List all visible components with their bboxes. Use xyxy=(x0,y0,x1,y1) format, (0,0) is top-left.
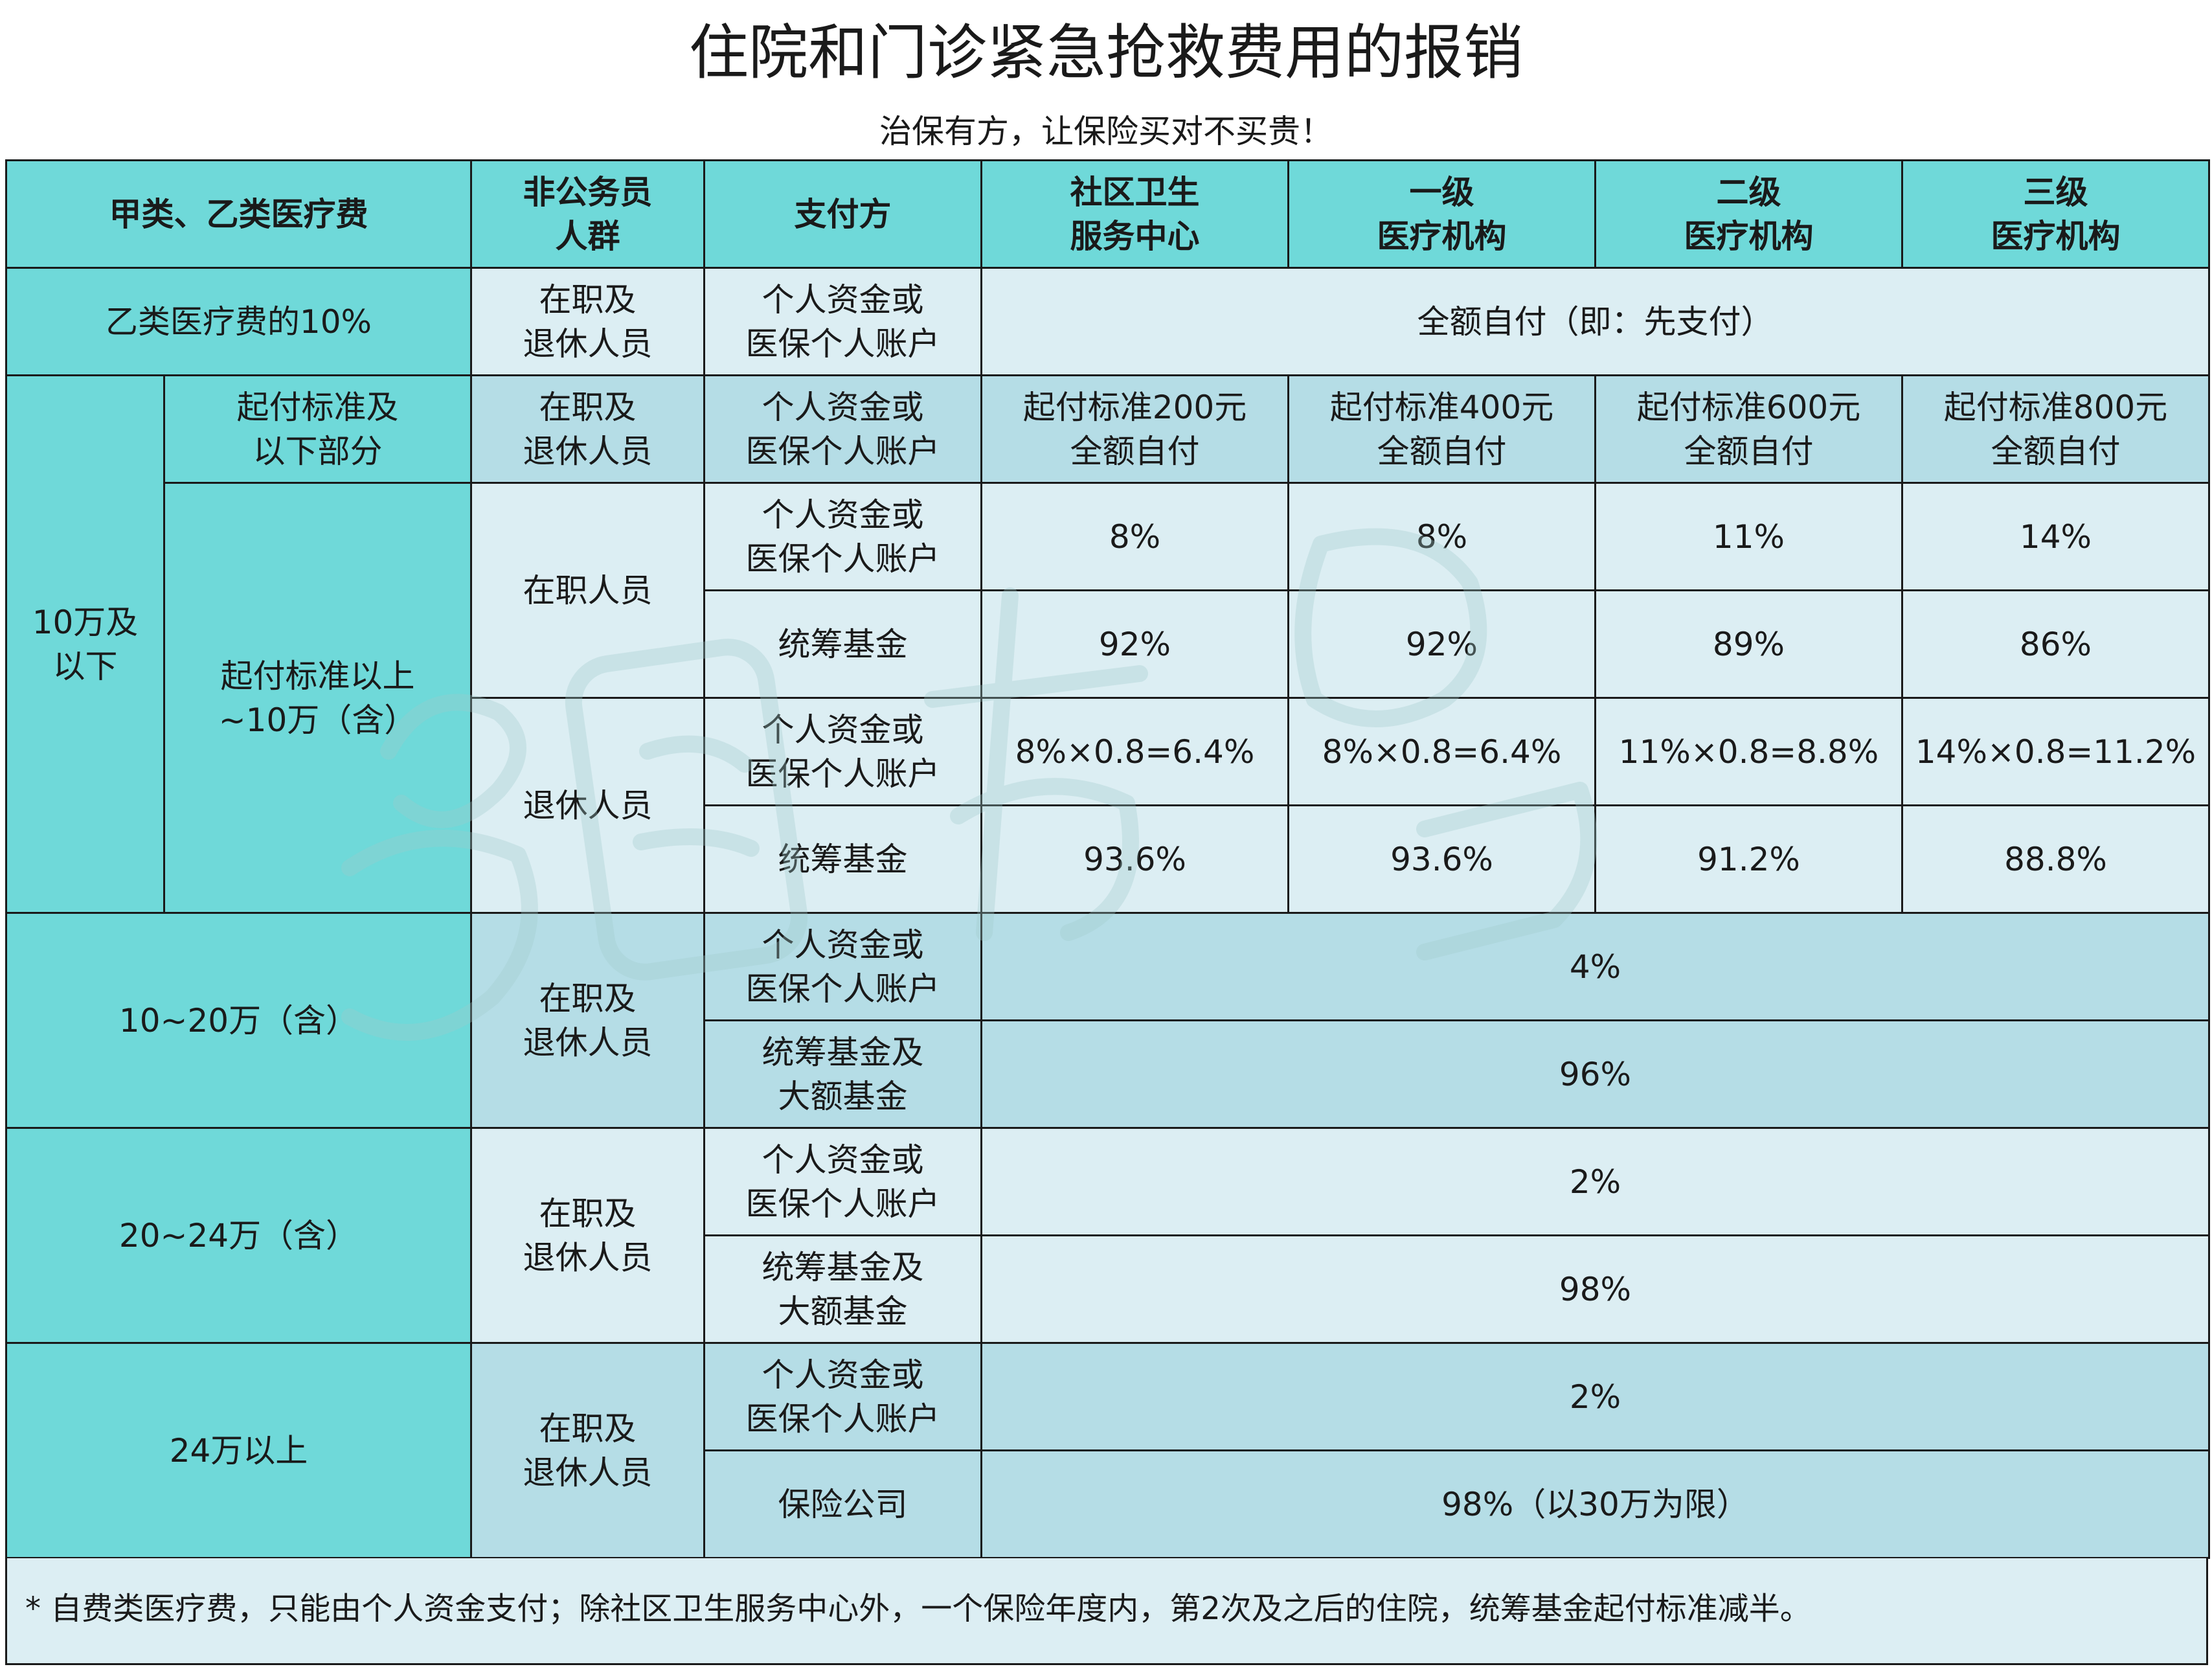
deductible-level3: 起付标准800元 全额自付 xyxy=(1901,374,2210,484)
header-payer: 支付方 xyxy=(703,159,982,269)
section-200-240k-fund-value: 98% xyxy=(980,1234,2210,1344)
footnote-text: * 自费类医疗费，只能由个人资金支付；除社区卫生服务中心外，一个保险年度内，第2… xyxy=(25,1591,1811,1627)
row-240k-plus-insurer: 保险公司 98%（以30万为限） xyxy=(6,1449,2210,1559)
retired-fund-level2: 91.2% xyxy=(1594,804,1903,914)
header-level3: 三级 医疗机构 xyxy=(1901,159,2210,269)
reimbursement-table: 甲类、乙类医疗费 非公务员 人群 支付方 社区卫生 服务中心 一级 医疗机构 二… xyxy=(5,159,2210,1559)
retired-personal-community: 8%×0.8=6.4% xyxy=(980,697,1289,806)
section-240k-plus-personal-payer: 个人资金或 医保个人账户 xyxy=(703,1342,982,1451)
section-100-200k-fee: 10~20万（含） xyxy=(5,912,472,1129)
above-deductible-fee: 起付标准以上 ~10万（含） xyxy=(163,482,472,914)
retired-personal-level3: 14%×0.8=11.2% xyxy=(1901,697,2210,806)
header-level1: 一级 医疗机构 xyxy=(1287,159,1596,269)
employed-fund-level3: 86% xyxy=(1901,589,2210,699)
row-200-240k-personal: 20~24万（含） 在职及 退休人员 个人资金或 医保个人账户 2% xyxy=(5,1127,2210,1344)
header-level2: 二级 医疗机构 xyxy=(1594,159,1903,269)
row-retired-personal: 退休人员 个人资金或 医保个人账户 8%×0.8=6.4% 8%×0.8=6.4… xyxy=(6,697,2210,914)
deductible-level2: 起付标准600元 全额自付 xyxy=(1594,374,1903,484)
deductible-community: 起付标准200元 全额自付 xyxy=(980,374,1289,484)
retired-personal-level2: 11%×0.8=8.8% xyxy=(1594,697,1903,806)
row-employed-fund: 统筹基金 92% 92% 89% 86% xyxy=(6,589,2210,699)
classb-group: 在职及 退休人员 xyxy=(470,267,705,376)
footnote-box: * 自费类医疗费，只能由个人资金支付；除社区卫生服务中心外，一个保险年度内，第2… xyxy=(5,1558,2208,1665)
header-group: 非公务员 人群 xyxy=(470,159,705,269)
section-200-240k-personal-value: 2% xyxy=(980,1127,2210,1236)
employed-fund-payer: 统筹基金 xyxy=(703,589,982,699)
row-200-240k-fund: 统筹基金及 大额基金 98% xyxy=(6,1234,2210,1344)
classb-fee: 乙类医疗费的10% xyxy=(5,267,472,376)
retired-fund-payer: 统筹基金 xyxy=(703,804,982,914)
row-retired-fund: 统筹基金 93.6% 93.6% 91.2% 88.8% xyxy=(6,804,2210,914)
section-240k-plus-insurer-payer: 保险公司 xyxy=(703,1449,982,1559)
deductible-fee: 起付标准及 以下部分 xyxy=(163,374,472,484)
section-240k-plus-insurer-value: 98%（以30万为限） xyxy=(980,1449,2210,1559)
retired-fund-community: 93.6% xyxy=(980,804,1289,914)
row-100-200k-personal: 10~20万（含） 在职及 退休人员 个人资金或 医保个人账户 4% xyxy=(5,912,2210,1129)
section-100-200k-personal-value: 4% xyxy=(980,912,2210,1021)
row-240k-plus-personal: 24万以上 在职及 退休人员 个人资金或 医保个人账户 2% xyxy=(5,1342,2210,1559)
section-100-200k-fund-payer: 统筹基金及 大额基金 xyxy=(703,1019,982,1129)
retired-personal-payer: 个人资金或 医保个人账户 xyxy=(703,697,982,806)
header-row: 甲类、乙类医疗费 非公务员 人群 支付方 社区卫生 服务中心 一级 医疗机构 二… xyxy=(5,159,2210,269)
row-100-200k-fund: 统筹基金及 大额基金 96% xyxy=(6,1019,2210,1129)
retired-personal-level1: 8%×0.8=6.4% xyxy=(1287,697,1596,806)
page-title: 住院和门诊紧急抢救费用的报销 xyxy=(688,18,1523,87)
section-100k-label: 10万及 以下 xyxy=(5,374,165,914)
row-classb: 乙类医疗费的10% 在职及 退休人员 个人资金或 医保个人账户 全额自付（即：先… xyxy=(5,267,2210,376)
header-community: 社区卫生 服务中心 xyxy=(980,159,1289,269)
deductible-group: 在职及 退休人员 xyxy=(470,374,705,484)
row-deductible: 10万及 以下 起付标准及 以下部分 在职及 退休人员 个人资金或 医保个人账户… xyxy=(5,374,2210,914)
employed-personal-payer: 个人资金或 医保个人账户 xyxy=(703,482,982,591)
page-subtitle: 治保有方，让保险买对不买贵！ xyxy=(879,113,1333,150)
employed-fund-level1: 92% xyxy=(1287,589,1596,699)
header-fee: 甲类、乙类医疗费 xyxy=(5,159,472,269)
section-100-200k-group: 在职及 退休人员 xyxy=(470,912,705,1129)
deductible-payer: 个人资金或 医保个人账户 xyxy=(703,374,982,484)
section-100-200k-fund-value: 96% xyxy=(980,1019,2210,1129)
section-200-240k-group: 在职及 退休人员 xyxy=(470,1127,705,1344)
section-200-240k-personal-payer: 个人资金或 医保个人账户 xyxy=(703,1127,982,1236)
retired-group: 退休人员 xyxy=(470,697,705,914)
section-100-200k-personal-payer: 个人资金或 医保个人账户 xyxy=(703,912,982,1021)
employed-fund-level2: 89% xyxy=(1594,589,1903,699)
row-employed-personal: 起付标准以上 ~10万（含） 在职人员 个人资金或 医保个人账户 8% 8% 1… xyxy=(6,482,2210,914)
employed-personal-level1: 8% xyxy=(1287,482,1596,591)
deductible-level1: 起付标准400元 全额自付 xyxy=(1287,374,1596,484)
employed-personal-level3: 14% xyxy=(1901,482,2210,591)
retired-fund-level1: 93.6% xyxy=(1287,804,1596,914)
retired-fund-level3: 88.8% xyxy=(1901,804,2210,914)
employed-group: 在职人员 xyxy=(470,482,705,699)
section-240k-plus-fee: 24万以上 xyxy=(5,1342,472,1559)
section-240k-plus-group: 在职及 退休人员 xyxy=(470,1342,705,1559)
section-240k-plus-personal-value: 2% xyxy=(980,1342,2210,1451)
employed-personal-level2: 11% xyxy=(1594,482,1903,591)
employed-fund-community: 92% xyxy=(980,589,1289,699)
classb-payer: 个人资金或 医保个人账户 xyxy=(703,267,982,376)
classb-value: 全额自付（即：先支付） xyxy=(980,267,2210,376)
employed-personal-community: 8% xyxy=(980,482,1289,591)
section-200-240k-fee: 20~24万（含） xyxy=(5,1127,472,1344)
section-200-240k-fund-payer: 统筹基金及 大额基金 xyxy=(703,1234,982,1344)
